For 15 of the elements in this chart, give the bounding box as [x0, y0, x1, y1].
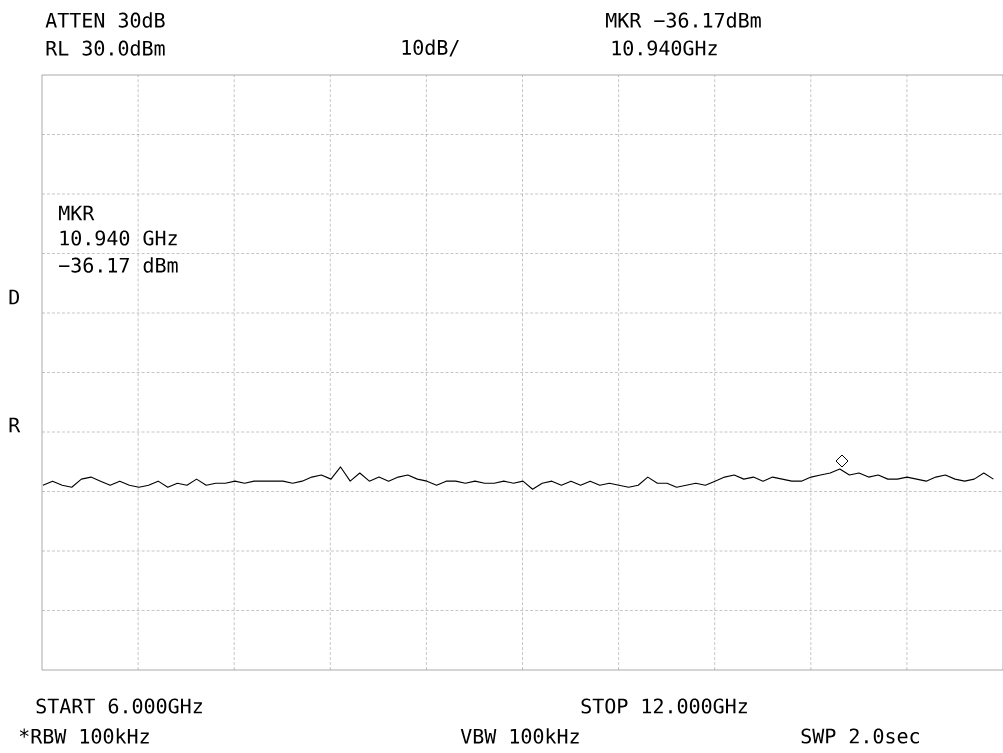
text: −36.17 dBm [59, 257, 178, 273]
text: D [9, 289, 19, 305]
text: *RBW 100kHz [19, 728, 149, 744]
text: R [9, 417, 21, 433]
text: ATTEN 30dB [45, 12, 165, 28]
text: 10.940 GHz [60, 230, 177, 246]
text: 10dB/ [402, 39, 459, 57]
text: START 6.000GHz [36, 698, 202, 714]
text: 10.940GHz [612, 40, 717, 56]
text: MKR [59, 205, 95, 221]
text: RL 30.0dBm [46, 40, 165, 56]
text: SWP 2.0sec [801, 728, 919, 744]
text: STOP 12.000GHz [581, 698, 747, 714]
text: VBW 100kHz [460, 728, 579, 744]
text: MKR −36.17dBm [606, 12, 761, 28]
